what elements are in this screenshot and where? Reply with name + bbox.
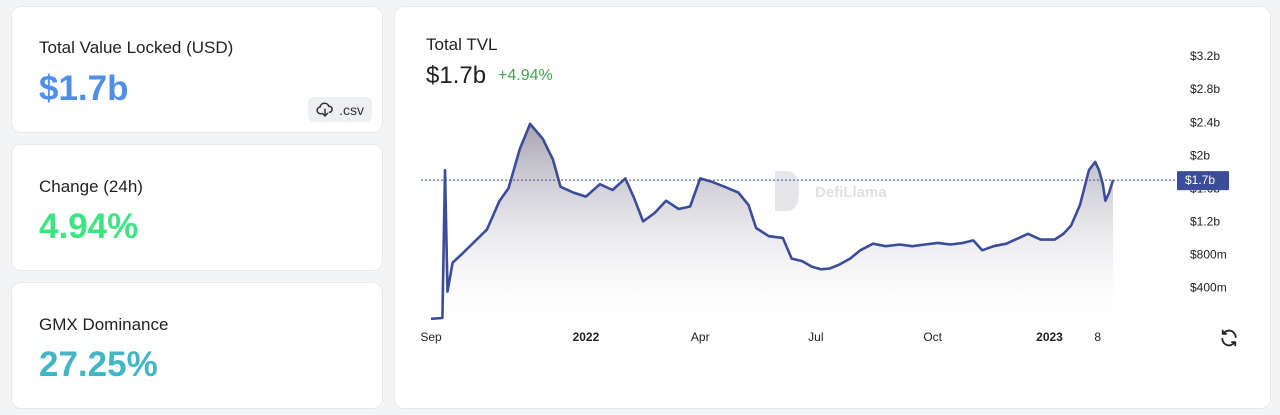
tvl-line: [430, 122, 1115, 321]
dominance-label: GMX Dominance: [39, 315, 169, 334]
watermark-text: DefiLlama: [815, 184, 887, 201]
x-tick-label: Jul: [808, 330, 823, 344]
cloud-download-icon: [316, 101, 333, 117]
x-tick-label: Oct: [923, 330, 942, 344]
x-tick-label: Sep: [420, 330, 442, 344]
tvl-label: Total Value Locked (USD): [39, 38, 234, 57]
csv-download-button[interactable]: .csv: [308, 97, 372, 122]
tvl-area-chart[interactable]: DefiLlama $3.2b$2.8b$2.4b$2b$1.6b$1.2b$8…: [395, 7, 1272, 410]
change-label: Change (24h): [39, 177, 143, 196]
chart-change: +4.94%: [498, 67, 553, 84]
x-tick-label: 8: [1094, 330, 1101, 344]
tvl-area: [431, 123, 1113, 321]
y-tick-label: $2b: [1190, 148, 1210, 162]
chart-value: $1.7b: [426, 62, 487, 89]
tvl-value: $1.7b: [39, 69, 129, 108]
chart-title: Total TVL: [426, 35, 498, 54]
y-tick-label: $400m: [1190, 280, 1227, 294]
y-tick-label: $800m: [1190, 247, 1227, 261]
csv-label: .csv: [339, 101, 364, 118]
y-tick-label: $3.2b: [1190, 49, 1220, 63]
y-tick-label: $2.8b: [1190, 82, 1220, 96]
dominance-card: GMX Dominance 27.25%: [11, 282, 383, 409]
y-tick-label: $1.2b: [1190, 214, 1220, 228]
defillama-watermark: DefiLlama: [775, 171, 887, 211]
refresh-icon[interactable]: [1219, 328, 1239, 348]
x-tick-label: 2022: [573, 330, 600, 344]
current-value-tag-text: $1.7b: [1185, 173, 1215, 187]
tvl-card: Total Value Locked (USD) $1.7b .csv: [11, 6, 383, 133]
change-card: Change (24h) 4.94%: [11, 144, 383, 271]
y-tick-label: $2.4b: [1190, 115, 1220, 129]
tvl-chart-card: Total TVL $1.7b +4.94% DefiLlama $3.2b $2…: [394, 6, 1271, 409]
dominance-value: 27.25%: [39, 345, 158, 384]
current-value-tag: $1.7b: [1177, 171, 1229, 191]
change-value: 4.94%: [39, 207, 139, 246]
x-tick-label: 2023: [1036, 330, 1063, 344]
x-tick-label: Apr: [691, 330, 710, 344]
